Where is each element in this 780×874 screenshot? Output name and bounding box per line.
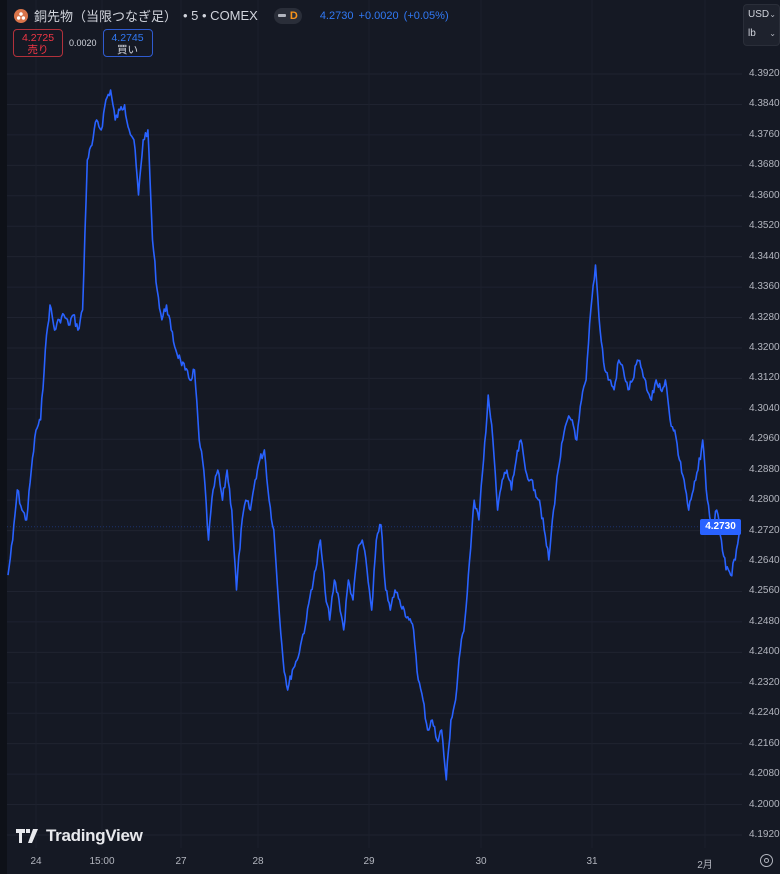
chevron-down-icon: ⌄ — [769, 29, 776, 38]
y-tick-label: 4.3040 — [749, 402, 780, 414]
x-tick-label: 2月 — [697, 860, 713, 871]
spread: 0.0020 — [69, 38, 97, 48]
tradingview-logo-icon — [16, 829, 38, 843]
y-tick-label: 4.2560 — [749, 585, 780, 597]
y-tick-label: 4.3600 — [749, 189, 780, 201]
buy-label: 買い — [117, 44, 139, 56]
trade-panel: 4.2725 売り 0.0020 4.2745 買い — [13, 29, 153, 57]
y-tick-label: 4.3680 — [749, 159, 780, 171]
y-tick-label: 4.3840 — [749, 98, 780, 110]
y-tick-label: 4.2720 — [749, 524, 780, 536]
y-tick-label: 4.2000 — [749, 798, 780, 810]
y-tick-label: 4.2800 — [749, 494, 780, 506]
y-tick-label: 4.3920 — [749, 68, 780, 79]
currency-value: USD — [748, 9, 770, 20]
y-tick-label: 4.3120 — [749, 372, 780, 384]
brand-name: TradingView — [46, 826, 143, 845]
x-tick-label: 30 — [475, 856, 487, 867]
y-tick-label: 4.2480 — [749, 615, 780, 627]
price-quote: 4.2730 +0.0020 (+0.05%) — [320, 10, 449, 22]
y-tick-label: 4.1920 — [749, 829, 780, 840]
y-tick-label: 4.3760 — [749, 128, 780, 140]
x-tick-label: 29 — [363, 856, 375, 867]
y-tick-label: 4.2240 — [749, 707, 780, 719]
y-tick-label: 4.2640 — [749, 555, 780, 567]
x-tick-label: 24 — [30, 856, 42, 867]
x-tick-label: 15:00 — [89, 856, 115, 867]
x-tick-label: 31 — [586, 856, 598, 867]
tradingview-logo[interactable]: TradingView — [16, 826, 143, 846]
market-status-badge[interactable]: D — [273, 7, 302, 24]
sell-label: 売り — [27, 44, 49, 56]
copper-symbol-icon — [14, 8, 28, 23]
price-change-pct: (+0.05%) — [403, 9, 449, 22]
symbol-title[interactable]: 銅先物（当限つなぎ足） — [34, 9, 178, 24]
minus-icon — [277, 14, 286, 17]
settings-icon[interactable] — [760, 854, 773, 867]
sell-price: 4.2725 — [21, 32, 55, 44]
y-tick-label: 4.2880 — [749, 463, 780, 475]
chevron-down-icon: ⌄ — [769, 10, 776, 19]
y-tick-label: 4.2080 — [749, 768, 780, 780]
left-edge — [0, 0, 7, 874]
symbol-header: 銅先物（当限つなぎ足） • 5 • COMEX D 4.2730 +0.0020… — [14, 6, 449, 25]
y-tick-label: 4.3360 — [749, 281, 780, 293]
price-series-line — [7, 89, 741, 781]
y-tick-label: 4.2320 — [749, 676, 780, 688]
unit-select[interactable]: lb ⌄ — [744, 24, 779, 43]
y-tick-label: 4.3200 — [749, 341, 780, 353]
currency-select[interactable]: USD ⌄ — [744, 5, 779, 24]
y-tick-label: 4.2400 — [749, 646, 780, 658]
price-change: +0.0020 — [358, 9, 399, 22]
y-tick-label: 4.3440 — [749, 250, 780, 262]
y-tick-label: 4.2960 — [749, 433, 780, 445]
unit-value: lb — [748, 28, 756, 39]
sell-button[interactable]: 4.2725 売り — [13, 29, 63, 57]
buy-price: 4.2745 — [111, 32, 144, 44]
y-tick-label: 4.2160 — [749, 737, 780, 749]
interval-exchange: • 5 • COMEX — [183, 8, 258, 23]
y-tick-label: 4.3520 — [749, 220, 780, 232]
buy-button[interactable]: 4.2745 買い — [102, 29, 153, 57]
x-tick-label: 28 — [252, 856, 264, 867]
x-tick-label: 27 — [175, 856, 187, 867]
last-price-label: 4.2730 — [700, 519, 741, 535]
last-price: 4.2730 — [319, 9, 354, 22]
delayed-badge: D — [289, 9, 298, 22]
y-tick-label: 4.3280 — [749, 311, 780, 323]
unit-selector: USD ⌄ lb ⌄ — [743, 4, 780, 46]
